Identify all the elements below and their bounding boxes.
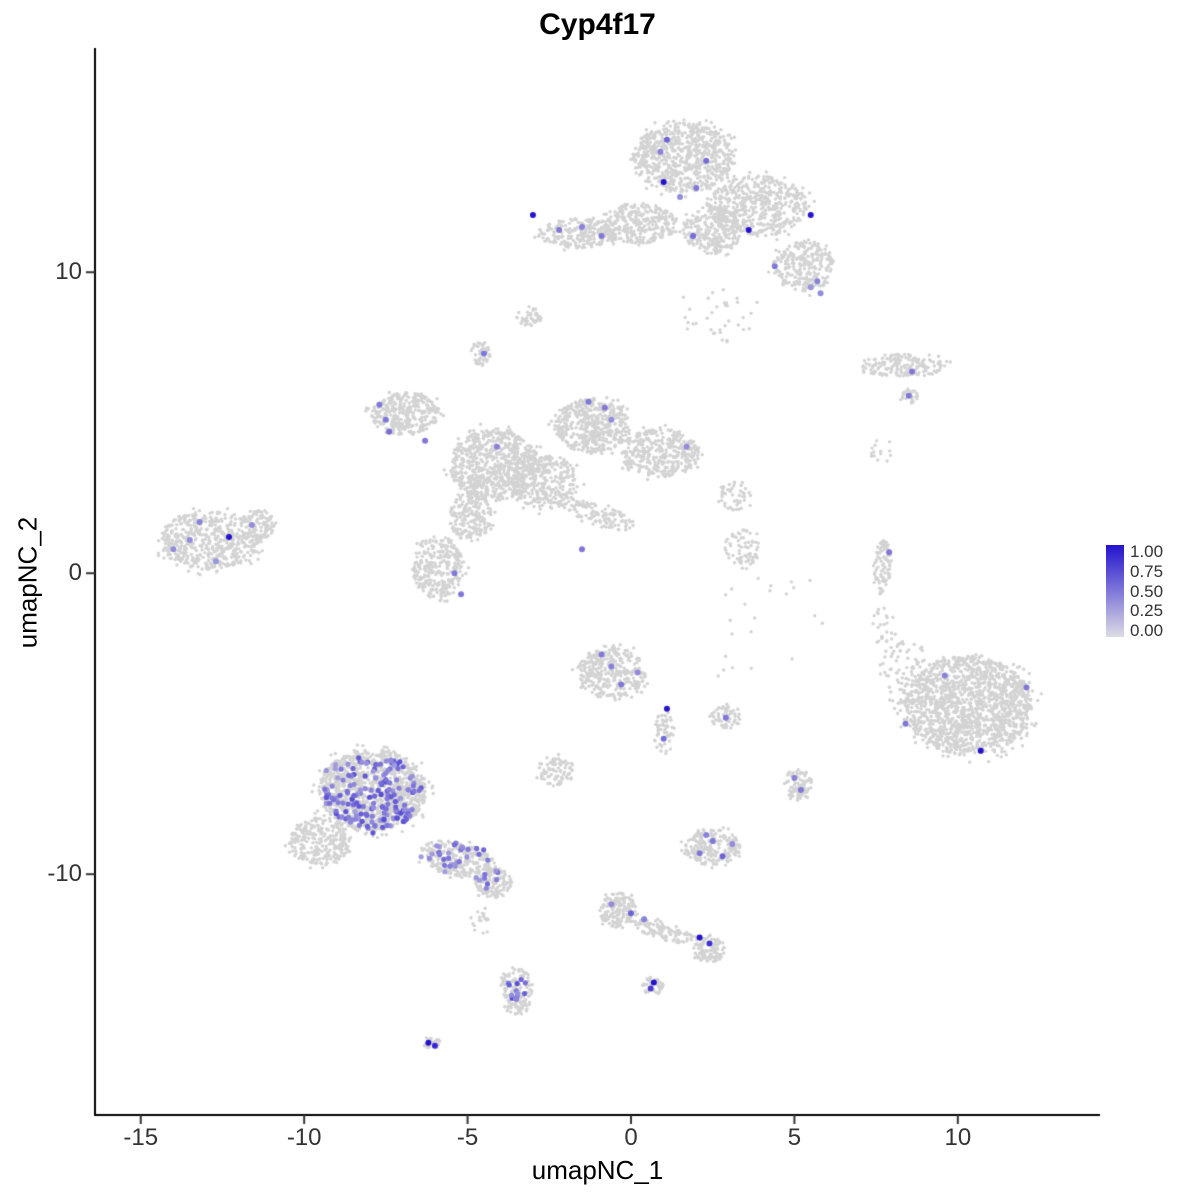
legend-gradient-bar (1106, 545, 1124, 637)
y-tick-label: 10 (55, 258, 82, 286)
legend-tick-label: 0.75 (1130, 561, 1164, 581)
legend-tick-label: 1.00 (1130, 542, 1164, 561)
y-tick-label: 0 (68, 559, 82, 587)
x-axis-label: umapNC_1 (531, 1155, 664, 1185)
legend-tick-label: 0.25 (1130, 601, 1164, 621)
legend-tick-label: 0.00 (1130, 621, 1164, 640)
x-tick-label: 10 (944, 1124, 972, 1151)
x-tick-label: -15 (123, 1124, 159, 1151)
x-tick-label: 0 (624, 1124, 638, 1151)
x-tick-label: 5 (787, 1124, 802, 1151)
x-tick-label: -5 (456, 1124, 479, 1151)
plot-title: Cyp4f17 (539, 8, 656, 41)
legend-labels: 1.00 0.75 0.50 0.25 0.00 (1130, 543, 1163, 639)
y-tick-label: -10 (47, 860, 82, 888)
x-tick-label: -10 (286, 1124, 322, 1151)
legend-tick-label: 0.50 (1130, 581, 1164, 601)
